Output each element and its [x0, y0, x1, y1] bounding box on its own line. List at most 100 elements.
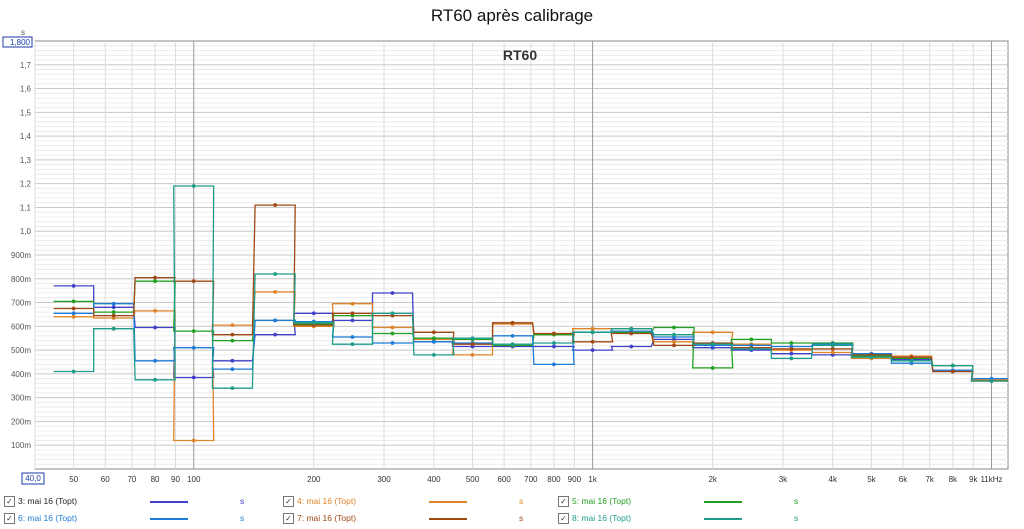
data-point — [629, 326, 634, 331]
data-point — [909, 355, 914, 360]
data-point — [273, 318, 278, 323]
x-min-label: 40,0 — [25, 474, 41, 483]
data-point — [230, 358, 235, 363]
data-point — [153, 275, 157, 280]
data-point — [552, 362, 556, 367]
data-point — [749, 337, 754, 342]
data-point — [909, 358, 914, 363]
data-point — [273, 289, 278, 294]
data-point — [153, 358, 157, 363]
x-tick-label: 3k — [779, 475, 788, 484]
legend-swatch — [429, 518, 467, 520]
legend-checkbox[interactable]: ✓ — [283, 513, 294, 524]
data-point — [431, 352, 436, 357]
legend-unit: s — [794, 496, 799, 506]
x-tick-label: 6k — [899, 475, 908, 484]
data-point — [789, 341, 794, 345]
x-tick-label: 800 — [547, 475, 561, 484]
data-point — [431, 336, 436, 341]
legend-swatch — [150, 501, 188, 503]
data-point — [230, 386, 235, 391]
data-point — [111, 301, 116, 306]
data-point — [830, 350, 835, 355]
legend-label: 6: mai 16 (Topt) — [18, 513, 78, 523]
data-point — [71, 369, 76, 374]
x-tick-label: 400 — [427, 475, 441, 484]
data-point — [470, 342, 475, 347]
rt60-plot: 100m 200m 300m 400m 500m 600m 700m 800m 900m 1,0 1… — [2, 28, 1009, 485]
data-point — [230, 332, 235, 337]
series-layer — [53, 184, 1008, 443]
data-point — [273, 332, 278, 337]
data-point — [390, 291, 395, 295]
data-point — [869, 355, 874, 360]
legend-unit: s — [240, 513, 245, 523]
data-point — [552, 341, 556, 345]
data-point — [191, 329, 196, 333]
legend-label: 7: mai 16 (Topt) — [297, 513, 357, 523]
data-point — [672, 343, 676, 348]
x-tick-label: 700 — [524, 475, 538, 484]
data-point — [230, 323, 235, 328]
data-point — [672, 325, 676, 330]
plot-inner-title: RT60 — [503, 47, 537, 63]
legend-unit: s — [240, 496, 245, 506]
chart-title: RT60 après calibrage — [430, 6, 594, 25]
legend-swatch — [429, 501, 467, 503]
y-unit-label: s — [21, 28, 25, 37]
data-point — [71, 306, 76, 311]
x-tick-label: 8k — [949, 475, 958, 484]
legend: ✓ 3: mai 16 (Topt) s ✓ 4: mai 16 (Topt) … — [0, 492, 1024, 529]
y-max-box — [2, 36, 33, 48]
data-point — [111, 305, 116, 310]
x-tick-label: 7k — [925, 475, 934, 484]
legend-checkbox[interactable]: ✓ — [283, 496, 294, 507]
legend-checkbox[interactable]: ✓ — [558, 513, 569, 524]
data-point — [71, 311, 76, 316]
data-point — [789, 356, 794, 361]
y-tick-label: 700m — [11, 299, 31, 308]
data-point — [789, 351, 794, 356]
data-point — [552, 331, 556, 336]
y-tick-label: 1,3 — [20, 156, 32, 165]
data-point — [672, 339, 676, 344]
x-tick-label: 200 — [307, 475, 321, 484]
legend-label: 3: mai 16 (Topt) — [18, 496, 78, 506]
data-point — [390, 331, 395, 336]
y-tick-label: 400m — [11, 370, 31, 379]
x-tick-label: 600 — [497, 475, 511, 484]
y-tick-label: 800m — [11, 275, 31, 284]
data-point — [350, 342, 355, 347]
x-tick-label: 9k — [969, 475, 978, 484]
x-tick-label: 500 — [466, 475, 480, 484]
data-point — [510, 320, 515, 325]
data-point — [153, 308, 157, 313]
legend-checkbox[interactable]: ✓ — [4, 513, 15, 524]
data-point — [71, 314, 76, 319]
x-tick-label: 2k — [708, 475, 717, 484]
y-tick-label: 300m — [11, 394, 31, 403]
x-tick-label: 70 — [127, 475, 136, 484]
y-tick-label: 1,4 — [20, 132, 32, 141]
series-8 — [53, 184, 1008, 391]
data-point — [710, 342, 715, 347]
legend-unit: s — [519, 513, 524, 523]
data-point — [950, 363, 955, 368]
data-point — [950, 369, 955, 374]
x-tick-label: 11kHz — [980, 475, 1002, 484]
data-point — [71, 284, 76, 288]
data-point — [789, 347, 794, 351]
legend-checkbox[interactable]: ✓ — [558, 496, 569, 507]
data-point — [830, 347, 835, 351]
axes: 100m 200m 300m 400m 500m 600m 700m 800m 900m 1,0 1… — [2, 28, 1003, 485]
y-tick-label: 1,6 — [20, 85, 32, 94]
data-point — [153, 325, 157, 330]
data-point — [191, 345, 196, 350]
data-point — [273, 203, 278, 207]
y-tick-label: 100m — [11, 441, 31, 450]
legend-checkbox[interactable]: ✓ — [4, 496, 15, 507]
data-point — [191, 279, 196, 284]
data-point — [629, 331, 634, 336]
data-point — [830, 343, 835, 348]
data-point — [111, 313, 116, 318]
